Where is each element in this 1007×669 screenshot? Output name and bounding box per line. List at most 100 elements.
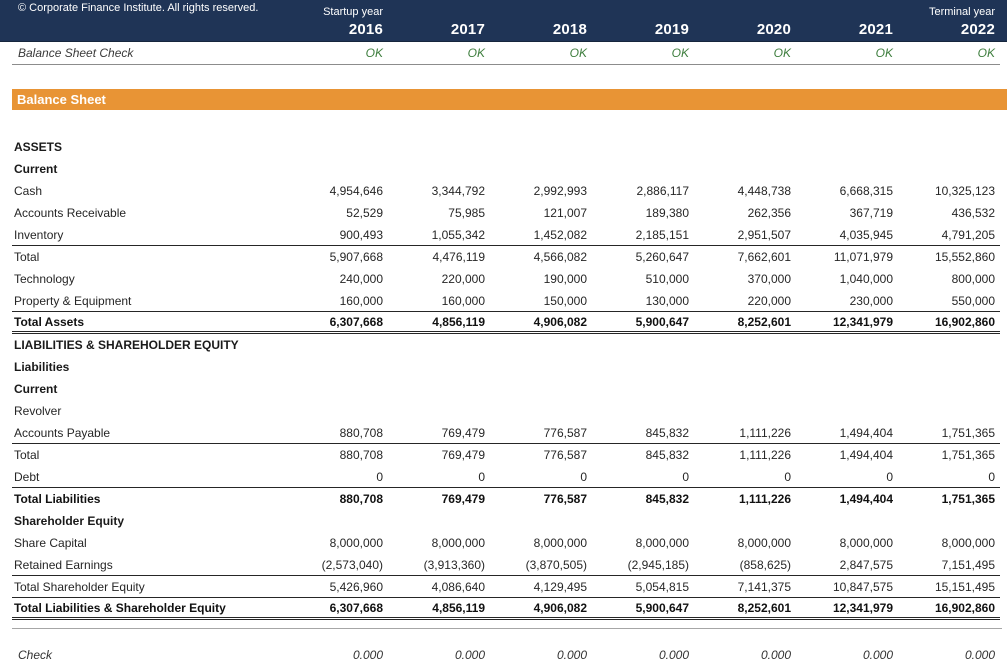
row-label[interactable]: Total Liabilities — [14, 492, 101, 506]
year-header[interactable]: 2018 — [552, 21, 587, 38]
year-header[interactable]: 2017 — [450, 21, 485, 38]
value-cell[interactable]: 121,007 — [543, 206, 587, 220]
value-cell[interactable]: 262,356 — [747, 206, 791, 220]
row-label[interactable]: Inventory — [14, 227, 64, 242]
value-cell[interactable]: 5,907,668 — [329, 250, 383, 264]
value-cell[interactable]: 220,000 — [441, 272, 485, 286]
value-cell[interactable]: 8,000,000 — [737, 536, 791, 550]
row-label[interactable]: Accounts Receivable — [14, 206, 127, 220]
row-label[interactable]: LIABILITIES & SHAREHOLDER EQUITY — [14, 338, 239, 352]
value-cell[interactable]: 1,751,365 — [941, 448, 995, 462]
value-cell[interactable]: 8,000,000 — [635, 536, 689, 550]
bottom-check-cell[interactable]: 0.000 — [556, 648, 587, 662]
value-cell[interactable]: 150,000 — [543, 293, 587, 308]
value-cell[interactable]: 4,035,945 — [839, 227, 893, 242]
value-cell[interactable]: (858,625) — [739, 557, 791, 572]
value-cell[interactable]: 6,668,315 — [839, 184, 893, 198]
check-status-cell[interactable]: OK — [875, 46, 893, 60]
value-cell[interactable]: 4,476,119 — [432, 250, 486, 264]
value-cell[interactable]: (3,913,360) — [423, 557, 485, 572]
value-cell[interactable]: 0 — [478, 469, 485, 484]
row-label[interactable]: Total — [14, 250, 40, 264]
value-cell[interactable]: 4,906,082 — [533, 600, 587, 615]
value-cell[interactable]: 6,307,668 — [329, 314, 383, 329]
value-cell[interactable]: 800,000 — [951, 272, 995, 286]
value-cell[interactable]: 2,185,151 — [635, 227, 689, 242]
value-cell[interactable]: 880,708 — [339, 425, 383, 440]
bottom-check-cell[interactable]: 0.000 — [760, 648, 791, 662]
value-cell[interactable]: 160,000 — [339, 293, 383, 308]
value-cell[interactable]: 220,000 — [747, 293, 791, 308]
value-cell[interactable]: 11,071,979 — [833, 250, 893, 264]
value-cell[interactable]: 5,054,815 — [635, 579, 689, 594]
check-status-cell[interactable]: OK — [671, 46, 689, 60]
check-status-cell[interactable]: OK — [467, 46, 485, 60]
row-label[interactable]: Revolver — [14, 404, 62, 418]
row-label[interactable]: ASSETS — [14, 140, 63, 154]
value-cell[interactable]: 4,086,640 — [431, 579, 485, 594]
check-status-cell[interactable]: OK — [977, 46, 995, 60]
value-cell[interactable]: 15,151,495 — [934, 579, 995, 594]
value-cell[interactable]: 15,552,860 — [934, 250, 995, 264]
value-cell[interactable]: 190,000 — [543, 272, 587, 286]
row-label[interactable]: Shareholder Equity — [14, 514, 125, 528]
year-header[interactable]: 2022 — [960, 21, 995, 38]
row-label[interactable]: Retained Earnings — [14, 557, 113, 572]
value-cell[interactable]: 1,055,342 — [431, 227, 485, 242]
year-header[interactable]: 2019 — [654, 21, 689, 38]
value-cell[interactable]: 8,252,601 — [737, 600, 791, 615]
value-cell[interactable]: 845,832 — [645, 448, 689, 462]
row-label[interactable]: Share Capital — [14, 536, 87, 550]
value-cell[interactable]: 1,751,365 — [941, 425, 995, 440]
value-cell[interactable]: 880,708 — [339, 448, 383, 462]
value-cell[interactable]: 7,662,601 — [737, 250, 791, 264]
value-cell[interactable]: 230,000 — [849, 293, 893, 308]
year-header[interactable]: 2020 — [756, 21, 791, 38]
value-cell[interactable]: 6,307,668 — [329, 600, 383, 615]
value-cell[interactable]: 8,000,000 — [941, 536, 995, 550]
value-cell[interactable]: 1,111,226 — [738, 492, 791, 506]
value-cell[interactable]: 2,951,507 — [737, 227, 791, 242]
value-cell[interactable]: 5,900,647 — [635, 600, 689, 615]
year-header[interactable]: 2016 — [348, 21, 383, 38]
value-cell[interactable]: 4,448,738 — [737, 184, 791, 198]
value-cell[interactable]: 8,000,000 — [839, 536, 893, 550]
value-cell[interactable]: 7,151,495 — [941, 557, 995, 572]
value-cell[interactable]: 4,791,205 — [941, 227, 995, 242]
value-cell[interactable]: 16,902,860 — [934, 314, 995, 329]
value-cell[interactable]: 0 — [886, 469, 893, 484]
value-cell[interactable]: 2,886,117 — [636, 184, 690, 198]
value-cell[interactable]: 880,708 — [339, 492, 383, 506]
row-label[interactable]: Total Liabilities & Shareholder Equity — [14, 600, 226, 615]
value-cell[interactable]: 130,000 — [645, 293, 689, 308]
bottom-check-cell[interactable]: 0.000 — [658, 648, 689, 662]
bottom-check-cell[interactable]: 0.000 — [352, 648, 383, 662]
value-cell[interactable]: 776,587 — [543, 492, 587, 506]
value-cell[interactable]: 1,751,365 — [941, 492, 995, 506]
row-label[interactable]: Total — [14, 448, 40, 462]
row-label[interactable]: Total Shareholder Equity — [14, 579, 145, 594]
value-cell[interactable]: (2,573,040) — [321, 557, 383, 572]
value-cell[interactable]: 510,000 — [645, 272, 689, 286]
value-cell[interactable]: 1,494,404 — [839, 492, 893, 506]
value-cell[interactable]: 1,111,226 — [739, 425, 791, 440]
value-cell[interactable]: 4,856,119 — [432, 314, 485, 329]
bottom-check-label[interactable]: Check — [18, 648, 53, 662]
value-cell[interactable]: 8,252,601 — [737, 314, 791, 329]
value-cell[interactable]: 12,341,979 — [832, 600, 893, 615]
row-label[interactable]: Debt — [14, 469, 40, 484]
value-cell[interactable]: 845,832 — [645, 425, 689, 440]
value-cell[interactable]: 75,985 — [448, 206, 485, 220]
value-cell[interactable]: 776,587 — [543, 448, 587, 462]
value-cell[interactable]: 4,954,646 — [329, 184, 383, 198]
check-status-cell[interactable]: OK — [569, 46, 587, 60]
value-cell[interactable]: 4,129,495 — [533, 579, 587, 594]
value-cell[interactable]: 12,341,979 — [832, 314, 893, 329]
value-cell[interactable]: 52,529 — [346, 206, 383, 220]
value-cell[interactable]: 769,479 — [441, 425, 485, 440]
bottom-check-cell[interactable]: 0.000 — [862, 648, 893, 662]
value-cell[interactable]: 0 — [682, 469, 689, 484]
value-cell[interactable]: 2,847,575 — [839, 557, 893, 572]
value-cell[interactable]: 4,566,082 — [533, 250, 587, 264]
value-cell[interactable]: 776,587 — [543, 425, 587, 440]
